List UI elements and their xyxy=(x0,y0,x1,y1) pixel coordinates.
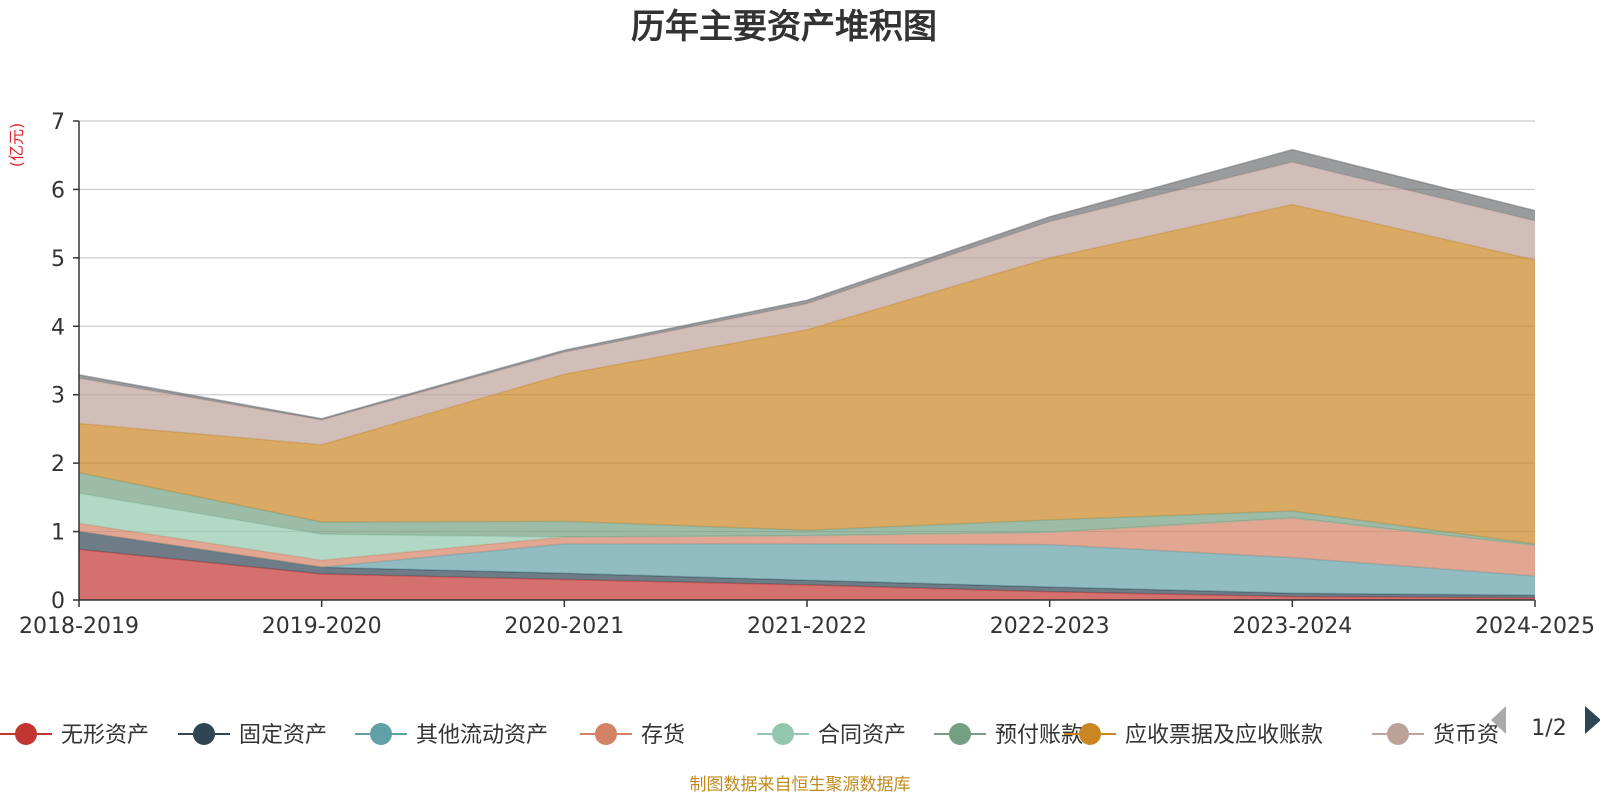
legend-marker xyxy=(949,723,971,745)
series-area xyxy=(79,149,1535,420)
legend-item[interactable]: 存货 xyxy=(580,723,685,748)
x-tick-label: 2019-2020 xyxy=(262,614,382,639)
series-area xyxy=(79,472,1535,546)
legend-item[interactable]: 合同资产 xyxy=(757,723,906,748)
legend-next-icon[interactable] xyxy=(1585,706,1600,734)
series-area xyxy=(79,531,1535,596)
legend-prev-button[interactable] xyxy=(1491,706,1506,734)
x-tick-label: 2018-2019 xyxy=(19,614,139,639)
legend-item[interactable]: 货币资 xyxy=(1372,723,1499,748)
legend-label: 无形资产 xyxy=(61,723,149,748)
y-axis-unit-label: (亿元) xyxy=(7,123,26,168)
y-tick-label: 0 xyxy=(51,589,65,614)
legend-label: 合同资产 xyxy=(818,723,906,748)
legend-page-indicator: 1/2 xyxy=(1531,716,1566,741)
axes: 0 1 2 3 4 5 6 7 2018-2019 2019-2020 2020-2021 2021-… xyxy=(19,110,1595,639)
legend-item[interactable]: 应收票据及应收账款 xyxy=(1064,723,1323,748)
legend-label: 固定资产 xyxy=(239,723,327,748)
y-tick-label: 3 xyxy=(51,384,65,409)
legend-marker xyxy=(595,723,617,745)
legend-label: 预付账款 xyxy=(995,723,1083,748)
legend-marker xyxy=(1387,723,1409,745)
series-area xyxy=(79,162,1535,445)
y-tick-label: 5 xyxy=(51,247,65,272)
y-tick-label: 4 xyxy=(51,315,65,340)
y-tick-label: 6 xyxy=(51,178,65,203)
y-tick-label: 7 xyxy=(51,110,65,135)
legend-label: 应收票据及应收账款 xyxy=(1125,723,1323,748)
series-area xyxy=(79,549,1535,600)
y-tick-label: 1 xyxy=(51,521,65,546)
legend-item[interactable]: 无形资产 xyxy=(0,723,149,748)
series-area xyxy=(79,204,1535,544)
legend-label: 存货 xyxy=(641,723,685,748)
legend-next-button[interactable] xyxy=(1585,706,1600,734)
series-area xyxy=(79,517,1535,576)
plot-areas xyxy=(78,148,1536,600)
series-area xyxy=(79,493,1535,561)
legend-label: 货币资 xyxy=(1433,723,1499,748)
y-tick-label: 2 xyxy=(51,452,65,477)
legend-marker xyxy=(370,723,392,745)
x-tick-label: 2024-2025 xyxy=(1475,614,1595,639)
legend-marker xyxy=(772,723,794,745)
series-line xyxy=(78,148,1536,420)
x-tick-label: 2023-2024 xyxy=(1232,614,1352,639)
legend-prev-icon[interactable] xyxy=(1491,706,1506,734)
legend-label: 其他流动资产 xyxy=(416,723,548,748)
series-area xyxy=(79,531,1535,598)
legend-item[interactable]: 预付账款 xyxy=(934,723,1083,748)
legend-marker xyxy=(1079,723,1101,745)
x-tick-label: 2022-2023 xyxy=(990,614,1110,639)
chart-title: 历年主要资产堆积图 xyxy=(631,7,937,47)
legend: 无形资产 固定资产 其他流动资产 存货 合同资产 预付账款 应收票据及应收账款 货币资 xyxy=(0,723,1499,748)
legend-marker xyxy=(15,723,37,745)
legend-item[interactable]: 其他流动资产 xyxy=(355,723,548,748)
x-tick-label: 2021-2022 xyxy=(747,614,867,639)
data-source-note: 制图数据来自恒生聚源数据库 xyxy=(690,775,911,795)
legend-marker xyxy=(193,723,215,745)
x-tick-label: 2020-2021 xyxy=(504,614,624,639)
legend-item[interactable]: 固定资产 xyxy=(178,723,327,748)
